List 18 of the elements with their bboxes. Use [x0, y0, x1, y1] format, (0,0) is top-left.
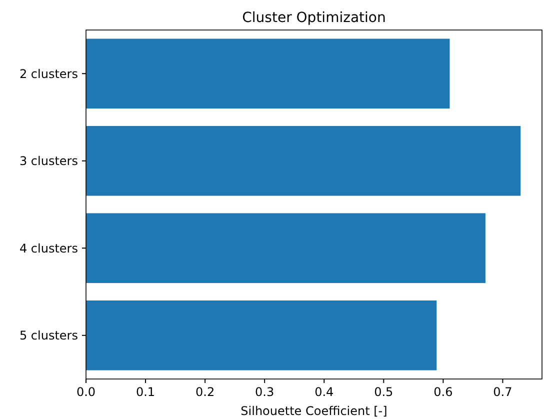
- bar: [86, 213, 486, 284]
- x-tick-label: 0.5: [374, 385, 394, 399]
- x-tick-label: 0.1: [136, 385, 156, 399]
- x-tick-label: 0.2: [196, 385, 215, 399]
- bar: [86, 38, 450, 109]
- x-tick-label: 0.3: [255, 385, 274, 399]
- y-tick-label: 5 clusters: [19, 328, 78, 343]
- x-axis-title: Silhouette Coefficient [-]: [240, 404, 388, 418]
- y-tick-label: 3 clusters: [19, 154, 78, 168]
- y-tick-label: 4 clusters: [19, 241, 78, 256]
- x-tick-label: 0.0: [76, 385, 96, 399]
- bar: [86, 126, 521, 196]
- bar: [86, 300, 437, 370]
- x-tick-label: 0.7: [493, 385, 512, 399]
- y-tick-label: 2 clusters: [19, 66, 78, 81]
- x-tick-label: 0.6: [434, 385, 453, 399]
- chart-title: Cluster Optimization: [242, 10, 386, 26]
- x-tick-label: 0.4: [314, 385, 334, 399]
